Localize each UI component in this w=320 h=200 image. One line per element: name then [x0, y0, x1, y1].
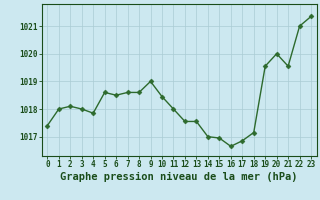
- X-axis label: Graphe pression niveau de la mer (hPa): Graphe pression niveau de la mer (hPa): [60, 172, 298, 182]
